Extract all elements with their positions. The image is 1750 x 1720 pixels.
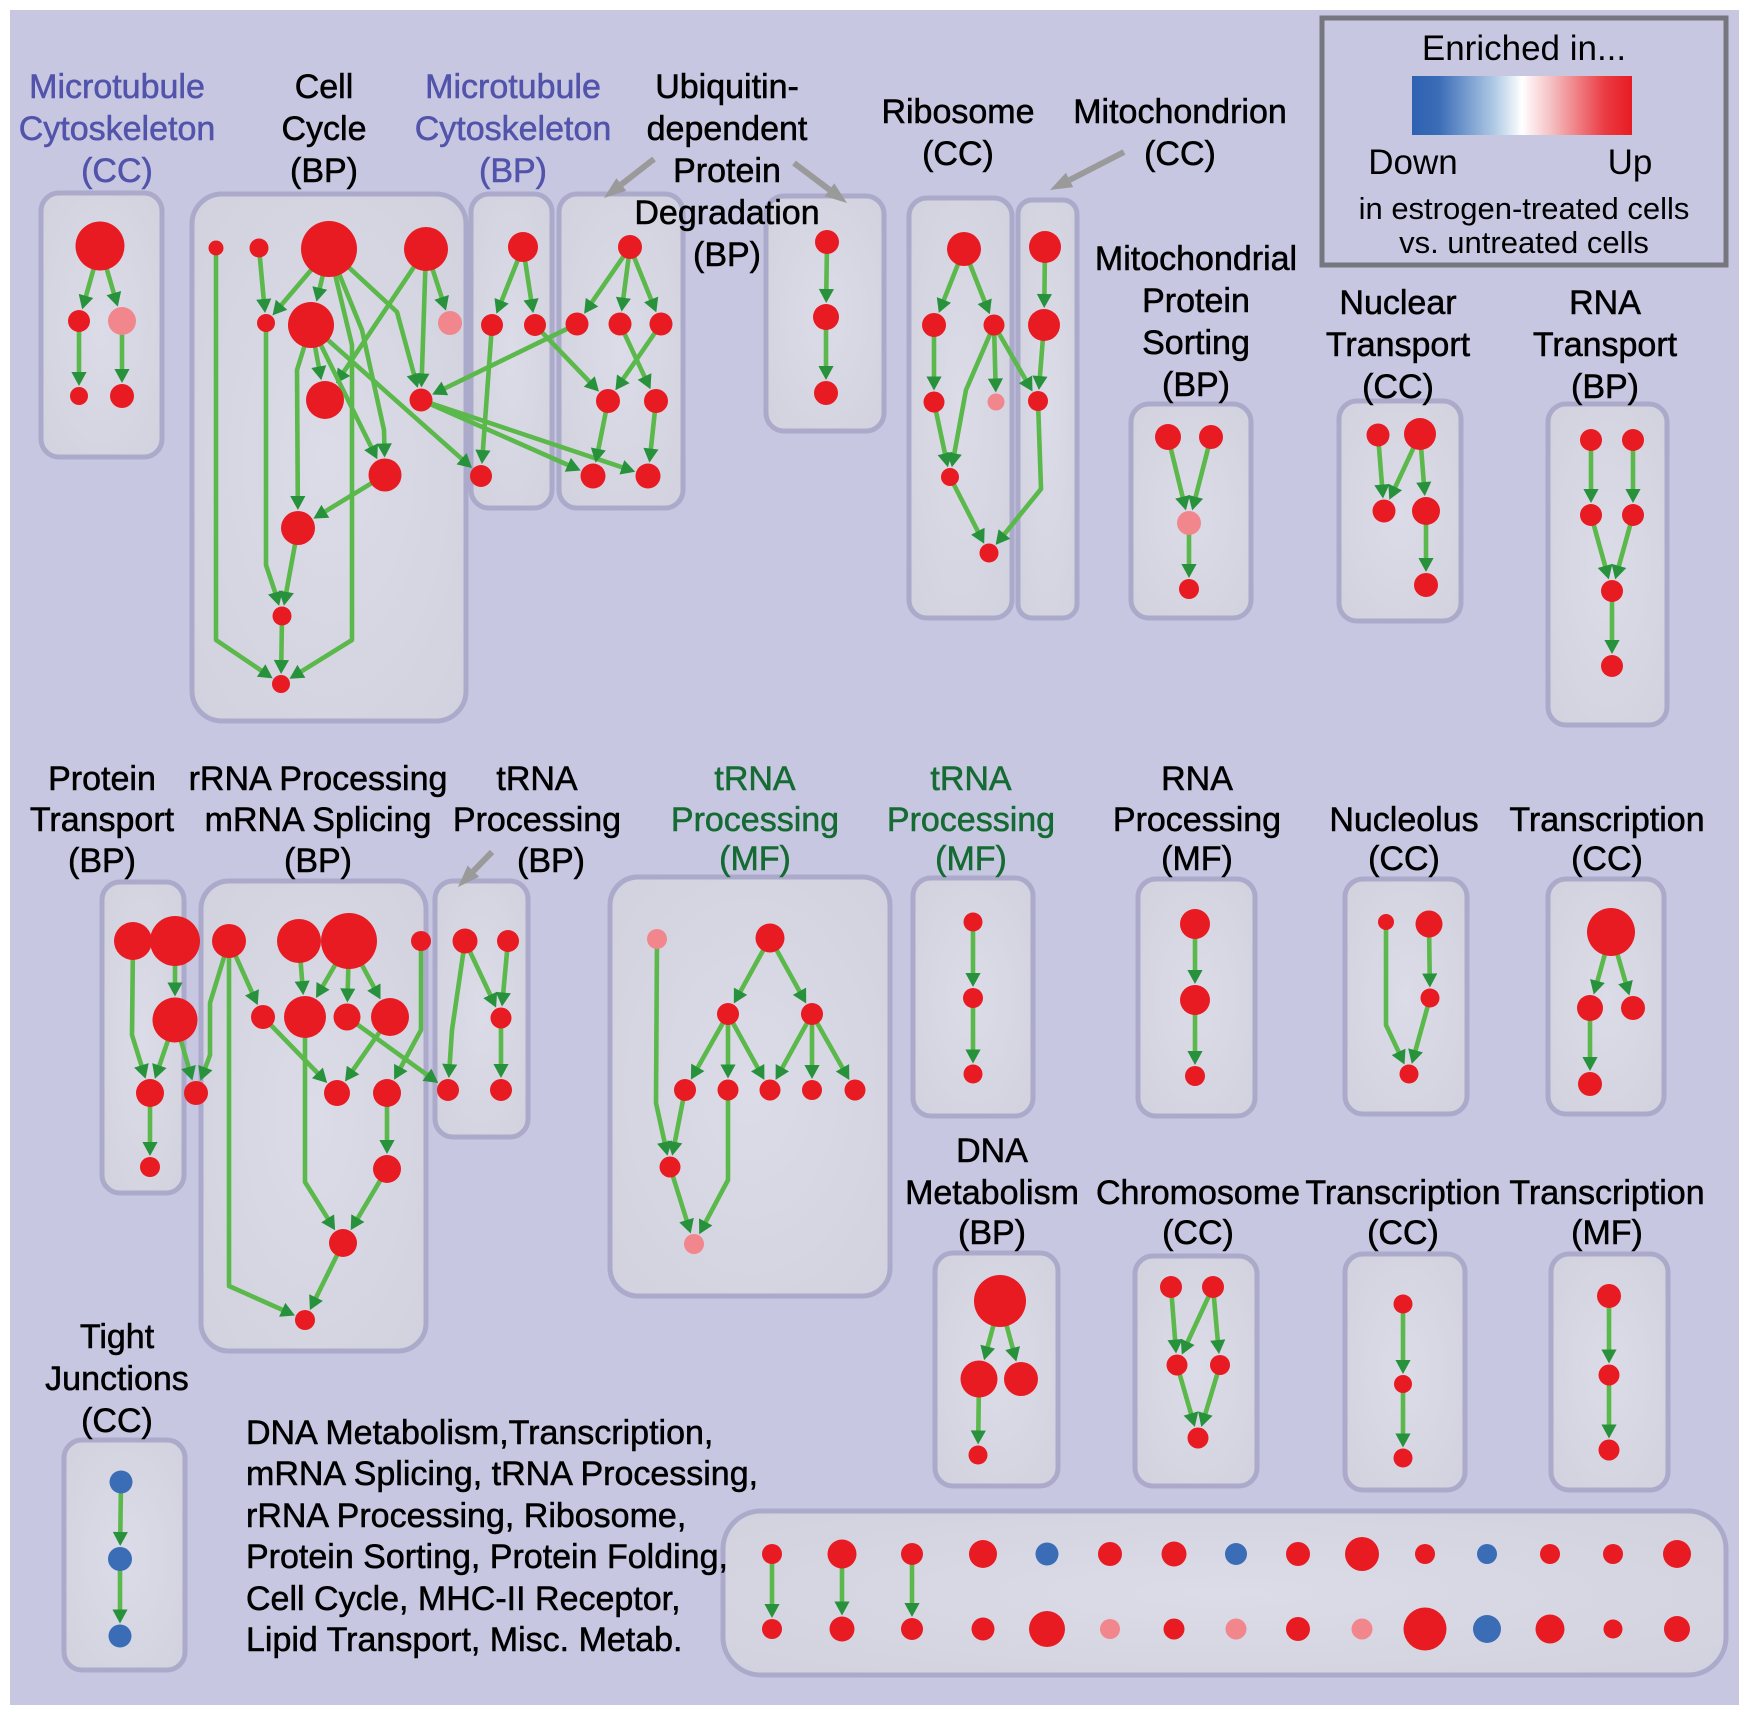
svg-text:RNA: RNA: [1161, 760, 1233, 798]
svg-text:(CC): (CC): [1571, 840, 1643, 878]
svg-text:Nuclear: Nuclear: [1339, 284, 1456, 322]
svg-text:(CC): (CC): [1162, 1214, 1234, 1252]
svg-text:Down: Down: [1368, 143, 1457, 182]
svg-text:Cytoskeleton: Cytoskeleton: [19, 110, 216, 148]
svg-text:(MF): (MF): [935, 840, 1007, 878]
svg-text:Cytoskeleton: Cytoskeleton: [415, 110, 612, 148]
svg-text:Cycle: Cycle: [281, 110, 366, 148]
svg-text:Transcription: Transcription: [1509, 1174, 1704, 1212]
svg-text:DNA: DNA: [956, 1132, 1028, 1170]
svg-text:Transport: Transport: [30, 801, 175, 839]
svg-text:(BP): (BP): [290, 152, 358, 190]
svg-text:Microtubule: Microtubule: [425, 68, 601, 106]
svg-text:Transport: Transport: [1326, 326, 1471, 364]
svg-text:Transcription: Transcription: [1509, 801, 1704, 839]
svg-text:dependent: dependent: [647, 110, 808, 148]
svg-text:(BP): (BP): [68, 842, 136, 880]
svg-text:tRNA: tRNA: [930, 760, 1012, 798]
svg-text:vs. untreated cells: vs. untreated cells: [1399, 225, 1649, 260]
svg-text:Up: Up: [1608, 143, 1653, 182]
svg-text:Protein: Protein: [673, 152, 781, 190]
svg-text:Nucleolus: Nucleolus: [1329, 801, 1478, 839]
svg-text:(MF): (MF): [719, 840, 791, 878]
svg-text:Transport: Transport: [1533, 326, 1678, 364]
svg-text:Processing: Processing: [1113, 801, 1281, 839]
svg-text:DNA Metabolism,Transcription,: DNA Metabolism,Transcription,: [246, 1414, 713, 1452]
svg-text:Lipid Transport, Misc. Metab.: Lipid Transport, Misc. Metab.: [246, 1621, 683, 1659]
svg-text:Transcription: Transcription: [1305, 1174, 1500, 1212]
svg-text:Sorting: Sorting: [1142, 324, 1250, 362]
svg-text:Tight: Tight: [80, 1318, 155, 1356]
svg-text:Processing: Processing: [453, 801, 621, 839]
svg-text:Cell: Cell: [295, 68, 354, 106]
svg-text:Degradation: Degradation: [634, 194, 819, 232]
svg-text:mRNA Splicing, tRNA Processing: mRNA Splicing, tRNA Processing,: [246, 1455, 758, 1493]
svg-text:Protein: Protein: [48, 760, 156, 798]
svg-text:(CC): (CC): [1362, 368, 1434, 406]
svg-text:Ubiquitin-: Ubiquitin-: [655, 68, 799, 106]
svg-text:(CC): (CC): [81, 152, 153, 190]
svg-text:RNA: RNA: [1569, 284, 1641, 322]
svg-text:Processing: Processing: [671, 801, 839, 839]
svg-text:Cell Cycle, MHC-II Receptor,: Cell Cycle, MHC-II Receptor,: [246, 1580, 681, 1618]
svg-text:Metabolism: Metabolism: [905, 1174, 1079, 1212]
svg-text:(BP): (BP): [284, 842, 352, 880]
svg-text:(CC): (CC): [1144, 135, 1216, 173]
svg-text:tRNA: tRNA: [714, 760, 796, 798]
svg-text:rRNA Processing, Ribosome,: rRNA Processing, Ribosome,: [246, 1497, 686, 1535]
svg-text:(BP): (BP): [517, 842, 585, 880]
svg-text:Ribosome: Ribosome: [881, 93, 1034, 131]
svg-text:(BP): (BP): [1571, 368, 1639, 406]
svg-text:(MF): (MF): [1161, 840, 1233, 878]
svg-text:Protein Sorting, Protein Foldi: Protein Sorting, Protein Folding,: [246, 1538, 728, 1576]
svg-text:(CC): (CC): [81, 1402, 153, 1440]
svg-text:tRNA: tRNA: [496, 760, 578, 798]
svg-text:Enriched in...: Enriched in...: [1422, 29, 1626, 68]
svg-text:Microtubule: Microtubule: [29, 68, 205, 106]
svg-text:(CC): (CC): [1368, 840, 1440, 878]
svg-text:(MF): (MF): [1571, 1214, 1643, 1252]
svg-text:(BP): (BP): [693, 236, 761, 274]
svg-text:Processing: Processing: [887, 801, 1055, 839]
svg-text:Junctions: Junctions: [45, 1360, 189, 1398]
svg-text:(BP): (BP): [479, 152, 547, 190]
svg-text:in estrogen-treated cells: in estrogen-treated cells: [1359, 191, 1690, 226]
svg-text:(BP): (BP): [1162, 366, 1230, 404]
svg-text:mRNA Splicing: mRNA Splicing: [205, 801, 432, 839]
svg-text:(CC): (CC): [922, 135, 994, 173]
svg-text:(CC): (CC): [1367, 1214, 1439, 1252]
svg-text:Mitochondrial: Mitochondrial: [1095, 240, 1297, 278]
svg-text:Mitochondrion: Mitochondrion: [1073, 93, 1287, 131]
svg-text:rRNA Processing: rRNA Processing: [189, 760, 448, 798]
svg-text:Chromosome: Chromosome: [1096, 1174, 1300, 1212]
svg-text:(BP): (BP): [958, 1214, 1026, 1252]
svg-text:Protein: Protein: [1142, 282, 1250, 320]
